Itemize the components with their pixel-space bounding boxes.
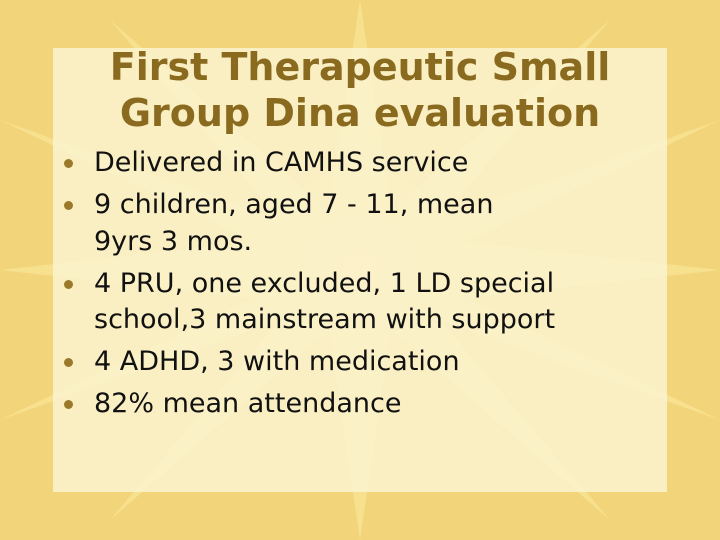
bullet-text: 4 ADHD, 3 with medication bbox=[94, 346, 460, 377]
bullet-icon bbox=[64, 279, 73, 289]
bullet-text: Delivered in CAMHS service bbox=[94, 147, 469, 178]
bullet-text: 9 children, aged 7 - 11, mean bbox=[94, 189, 494, 220]
bullet-text: 82% mean attendance bbox=[94, 388, 402, 419]
bullet-item: 82% mean attendance bbox=[64, 386, 664, 423]
bullet-text-continued: school,3 mainstream with support bbox=[94, 304, 556, 335]
title-line-1: First Therapeutic Small bbox=[109, 45, 611, 89]
title-line-2: Group Dina evaluation bbox=[119, 91, 601, 135]
bullet-icon bbox=[64, 400, 73, 409]
bullet-text: 4 PRU, one excluded, 1 LD special bbox=[94, 267, 555, 299]
bullet-icon bbox=[64, 201, 73, 210]
bullet-icon bbox=[64, 358, 73, 367]
bullet-list: Delivered in CAMHS service 9 children, a… bbox=[64, 145, 664, 428]
bullet-item: Delivered in CAMHS service bbox=[64, 145, 664, 182]
bullet-text-continued: 9yrs 3 mos. bbox=[94, 225, 253, 257]
content-panel bbox=[53, 48, 667, 492]
bullet-icon bbox=[64, 159, 73, 168]
bullet-item: 9 children, aged 7 - 11, mean 9yrs 3 mos… bbox=[64, 187, 664, 260]
bullet-item: 4 ADHD, 3 with medication bbox=[64, 344, 664, 381]
slide-title: First Therapeutic Small Group Dina evalu… bbox=[53, 44, 667, 136]
bullet-item: 4 PRU, one excluded, 1 LD special school… bbox=[64, 266, 664, 339]
